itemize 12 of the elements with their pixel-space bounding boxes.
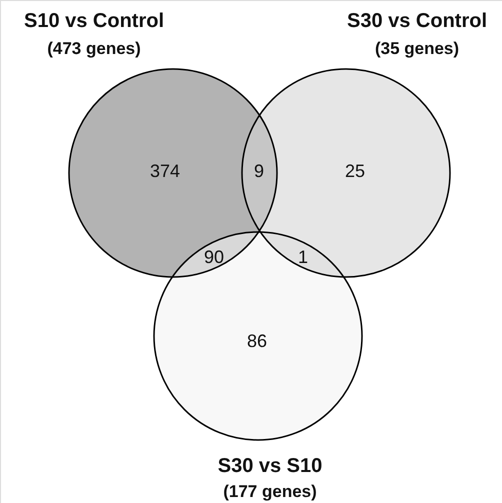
text: S30 vs S10 (218, 455, 322, 477)
text: S10 vs Control (24, 10, 164, 32)
text: (177 genes) (223, 482, 317, 501)
data-label: 9 (254, 161, 264, 181)
text: (473 genes) (47, 39, 141, 58)
data-label: 86 (246, 331, 268, 351)
text: S30 vs Control (346, 10, 488, 32)
text: (35 genes) (374, 39, 460, 58)
data-label: 25 (344, 161, 366, 181)
data-label: 1 (298, 247, 308, 267)
data-label: 374 (150, 161, 180, 181)
data-label: 90 (204, 247, 224, 267)
